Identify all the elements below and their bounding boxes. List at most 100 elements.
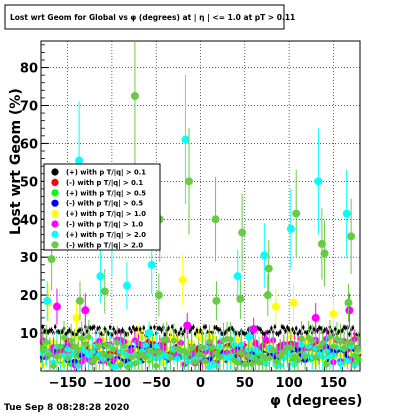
data-point-s0 bbox=[355, 334, 358, 337]
data-point-s0 bbox=[309, 326, 312, 329]
data-point-s7 bbox=[309, 338, 316, 345]
data-point-s7 bbox=[107, 352, 114, 359]
data-point-s0 bbox=[275, 332, 278, 335]
data-point-s0 bbox=[213, 326, 216, 329]
data-point-s0 bbox=[41, 325, 44, 329]
data-point-s0 bbox=[158, 327, 161, 330]
data-point-s7 bbox=[211, 215, 220, 224]
data-point-s0 bbox=[220, 332, 223, 335]
data-point-s4 bbox=[329, 310, 338, 319]
data-point-s0 bbox=[100, 332, 103, 335]
data-point-s7 bbox=[100, 287, 109, 296]
data-point-s7 bbox=[103, 342, 110, 349]
data-point-s0 bbox=[263, 333, 266, 336]
data-point-s7 bbox=[57, 343, 64, 350]
data-point-s0 bbox=[178, 331, 181, 335]
data-point-s0 bbox=[342, 326, 346, 329]
legend-label-5: (-) with p T/|q| > 1.0 bbox=[66, 221, 143, 230]
data-point-s5 bbox=[311, 313, 320, 322]
data-point-s0 bbox=[68, 328, 71, 332]
data-point-s0 bbox=[188, 329, 192, 333]
data-point-s5 bbox=[263, 336, 270, 343]
y-axis-title: Lost wrt Geom (%) bbox=[8, 88, 24, 235]
legend-box bbox=[43, 163, 161, 251]
data-point-s0 bbox=[156, 327, 160, 330]
data-point-s0 bbox=[98, 326, 101, 330]
data-point-s0 bbox=[179, 327, 183, 331]
data-point-s0 bbox=[53, 325, 57, 329]
data-point-s0 bbox=[149, 326, 153, 330]
y-tick-label: 40 bbox=[20, 213, 38, 228]
data-point-s7 bbox=[326, 334, 333, 341]
data-point-s0 bbox=[282, 326, 285, 330]
data-point-s0 bbox=[284, 329, 287, 333]
data-point-s7 bbox=[184, 177, 193, 186]
data-point-s7 bbox=[192, 359, 199, 366]
data-point-s5 bbox=[52, 302, 61, 311]
y-tick-label: 10 bbox=[20, 327, 38, 342]
data-point-s0 bbox=[234, 332, 238, 335]
legend-label-2: (+) with p T/|q| > 0.5 bbox=[66, 189, 146, 198]
data-point-s0 bbox=[163, 333, 167, 336]
data-point-s6 bbox=[75, 156, 84, 165]
data-point-s7 bbox=[82, 341, 89, 348]
data-point-s6 bbox=[145, 329, 154, 338]
data-point-s7 bbox=[234, 360, 241, 367]
data-point-s0 bbox=[227, 328, 231, 331]
data-point-s7 bbox=[110, 346, 117, 353]
data-point-s0 bbox=[139, 327, 142, 331]
data-point-s7 bbox=[227, 336, 234, 343]
data-point-s5 bbox=[345, 306, 354, 315]
data-point-s7 bbox=[213, 350, 220, 357]
data-point-s7 bbox=[167, 355, 174, 362]
data-point-s7 bbox=[47, 255, 56, 264]
data-point-s0 bbox=[121, 328, 124, 332]
data-point-s0 bbox=[206, 331, 209, 334]
data-point-s7 bbox=[100, 351, 107, 358]
data-point-s0 bbox=[66, 331, 69, 334]
data-point-s7 bbox=[121, 343, 128, 350]
data-point-s7 bbox=[53, 353, 60, 360]
data-point-s0 bbox=[190, 327, 193, 330]
data-point-s0 bbox=[85, 329, 89, 333]
data-point-s7 bbox=[317, 239, 326, 248]
data-point-s0 bbox=[303, 331, 307, 334]
legend-marker-6 bbox=[51, 230, 59, 238]
y-tick-label: 50 bbox=[20, 175, 38, 190]
data-point-s0 bbox=[344, 326, 348, 330]
data-point-s7 bbox=[320, 249, 329, 258]
legend-marker-2 bbox=[51, 189, 59, 197]
data-point-s7 bbox=[153, 362, 160, 369]
data-point-s0 bbox=[305, 331, 309, 335]
data-point-s0 bbox=[82, 333, 85, 336]
data-point-s7 bbox=[212, 296, 221, 305]
data-point-s7 bbox=[149, 348, 156, 355]
title-box bbox=[4, 4, 285, 30]
data-point-s0 bbox=[293, 331, 296, 335]
x-tick-label: −50 bbox=[142, 376, 171, 391]
data-point-s7 bbox=[273, 358, 280, 365]
data-point-s7 bbox=[312, 354, 319, 361]
y-tick-label: 70 bbox=[20, 99, 38, 114]
data-point-s0 bbox=[259, 328, 262, 331]
data-point-s0 bbox=[114, 331, 117, 334]
data-point-s0 bbox=[280, 325, 284, 328]
legend-label-4: (+) with p T/|q| > 1.0 bbox=[66, 210, 146, 219]
data-point-s7 bbox=[330, 343, 337, 350]
data-point-s5 bbox=[183, 321, 192, 330]
data-point-s0 bbox=[103, 327, 106, 331]
legend-marker-3 bbox=[51, 199, 59, 207]
data-point-s7 bbox=[302, 353, 309, 360]
data-point-s0 bbox=[318, 326, 321, 330]
data-point-s0 bbox=[247, 328, 250, 331]
data-point-s0 bbox=[135, 327, 138, 330]
data-point-s6 bbox=[314, 177, 323, 186]
data-point-s6 bbox=[206, 363, 213, 370]
data-point-s6 bbox=[344, 358, 351, 365]
data-point-s7 bbox=[266, 354, 273, 361]
data-point-s0 bbox=[312, 327, 316, 331]
data-point-s7 bbox=[344, 298, 353, 307]
data-point-s7 bbox=[287, 344, 294, 351]
data-point-s0 bbox=[89, 326, 92, 330]
